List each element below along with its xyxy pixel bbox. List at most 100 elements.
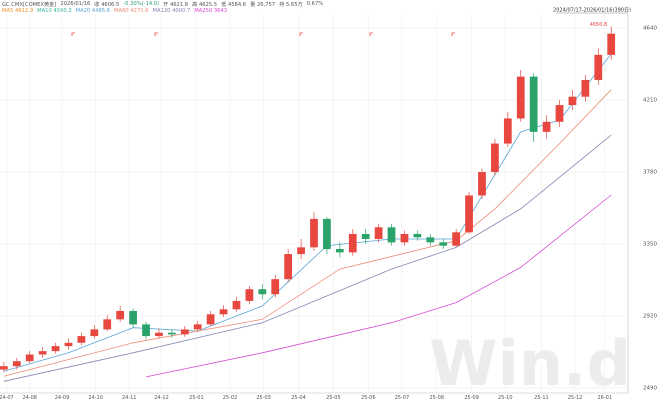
- candle-body: [491, 143, 499, 173]
- ma-line: [3, 89, 612, 377]
- legend-name: MA20: [75, 8, 91, 14]
- legend-entry: MA5 4612.9: [2, 8, 33, 14]
- candle-body: [38, 351, 47, 355]
- y-tick-label: 3780: [643, 170, 657, 176]
- quote-field: 开 4621.8: [163, 2, 189, 8]
- candle-body: [387, 227, 396, 243]
- candle-body: [12, 361, 21, 367]
- legend-value: 4271.6: [130, 8, 149, 14]
- candle-body: [64, 342, 73, 347]
- x-tick-label: 24-10: [88, 395, 103, 401]
- date-range: 2024/07/17-2026/01/16(390日): [553, 8, 631, 14]
- legend-value: 4485.6: [91, 8, 111, 14]
- x-tick-label: 25-01: [189, 395, 204, 401]
- candle-body: [51, 346, 60, 352]
- candle-body: [607, 33, 616, 55]
- x-tick-label: 25-10: [498, 395, 513, 401]
- quote-field: 量 26,757: [250, 2, 276, 8]
- quote-field: 2026/01/16: [60, 1, 91, 7]
- x-tick-label: 25-09: [464, 395, 479, 401]
- candle-body: [374, 227, 383, 239]
- x-tick-label: 25-02: [223, 395, 238, 401]
- legend-name: MA60: [114, 8, 129, 14]
- legend-entry: MA120 4000.7: [153, 8, 191, 14]
- quote-field: 0.67%: [306, 1, 324, 7]
- candle-body: [503, 118, 512, 144]
- y-tick-label: 4210: [643, 98, 657, 104]
- candle-body: [258, 289, 267, 295]
- candle-body: [439, 242, 448, 246]
- candle-body: [361, 233, 370, 239]
- candle-body: [284, 254, 293, 280]
- x-tick-label: 24-12: [154, 395, 169, 401]
- candle-body: [206, 314, 215, 325]
- legend-value: 3643: [213, 8, 228, 14]
- legend-entry: MA20 4485.6: [76, 8, 110, 14]
- legend-name: MA5: [2, 8, 14, 14]
- candle-body: [335, 249, 344, 253]
- quote-field: -0.30%(-14.0): [123, 1, 160, 7]
- legend-value: 4000.7: [172, 8, 191, 14]
- candle-body: [129, 310, 137, 325]
- watermark: Win.d: [429, 327, 631, 400]
- x-tick-label: 24-07: [0, 395, 14, 401]
- x-tick-label: 25-07: [395, 395, 410, 401]
- candle-body: [25, 354, 34, 362]
- ma-line: [3, 134, 612, 382]
- candle-body: [555, 105, 564, 122]
- y-tick-label: 2920: [643, 313, 657, 319]
- ma-line: [145, 194, 612, 378]
- x-tick-label: 25-05: [326, 395, 341, 401]
- quote-field: GC.CMX[COMEX黄金]: [2, 2, 57, 8]
- x-tick-label: 25-06: [361, 395, 376, 401]
- quote-field: 高 4625.5: [192, 2, 218, 8]
- x-tick-label: 25-03: [256, 395, 271, 401]
- legend-name: MA10: [37, 8, 52, 14]
- legend-value: 4590.3: [53, 8, 72, 14]
- candle-body: [400, 233, 409, 243]
- candle-body: [167, 332, 176, 335]
- candle-body: [581, 79, 590, 97]
- x-tick-label: 24-11: [122, 395, 137, 401]
- candle-body: [219, 309, 228, 315]
- candle-body: [529, 76, 538, 132]
- legend-value: 4612.9: [14, 8, 34, 14]
- x-tick-label: 25-12: [568, 395, 583, 401]
- x-tick-label: 25-11: [534, 395, 549, 401]
- candle-body: [116, 310, 125, 320]
- legend-entry: MA60 4271.6: [114, 8, 148, 14]
- legend-entry: MA10 4590.3: [37, 8, 71, 14]
- event-markers: [71, 32, 455, 36]
- candle-body: [426, 237, 435, 243]
- candle-body: [245, 289, 254, 301]
- candle-body: [516, 76, 525, 119]
- candle-body: [413, 233, 422, 238]
- legend-name: MA250: [194, 8, 213, 14]
- candle-body: [323, 218, 331, 250]
- candle-body: [232, 300, 241, 310]
- x-tick-label: 25-08: [429, 395, 444, 401]
- y-tick-label: 3350: [643, 242, 657, 248]
- candle-body: [568, 96, 577, 106]
- quote-field: 持 5.65万: [279, 2, 303, 8]
- legend-name: MA120: [152, 8, 171, 14]
- candle-body: [180, 329, 189, 335]
- candle-body: [297, 247, 305, 255]
- candle-body: [271, 279, 280, 295]
- candle-body: [594, 54, 603, 80]
- candle-body: [103, 319, 112, 330]
- y-tick-label: 2490: [643, 385, 657, 391]
- candle-body: [0, 366, 8, 370]
- x-tick-label: 24-08: [22, 395, 37, 401]
- legend-entry: MA250 3643: [194, 8, 227, 14]
- candle-body: [452, 232, 461, 246]
- x-tick-label: 25-04: [291, 395, 306, 401]
- x-tick-label: 24-09: [55, 395, 70, 401]
- candle-body: [465, 195, 473, 233]
- quote-header: GC.CMX[COMEX黄金] 2026/01/16 收 4606.5 -0.30%(…: [2, 1, 323, 8]
- candle-body: [542, 121, 551, 132]
- candle-body: [142, 324, 150, 337]
- y-tick-label: 4640: [643, 26, 657, 32]
